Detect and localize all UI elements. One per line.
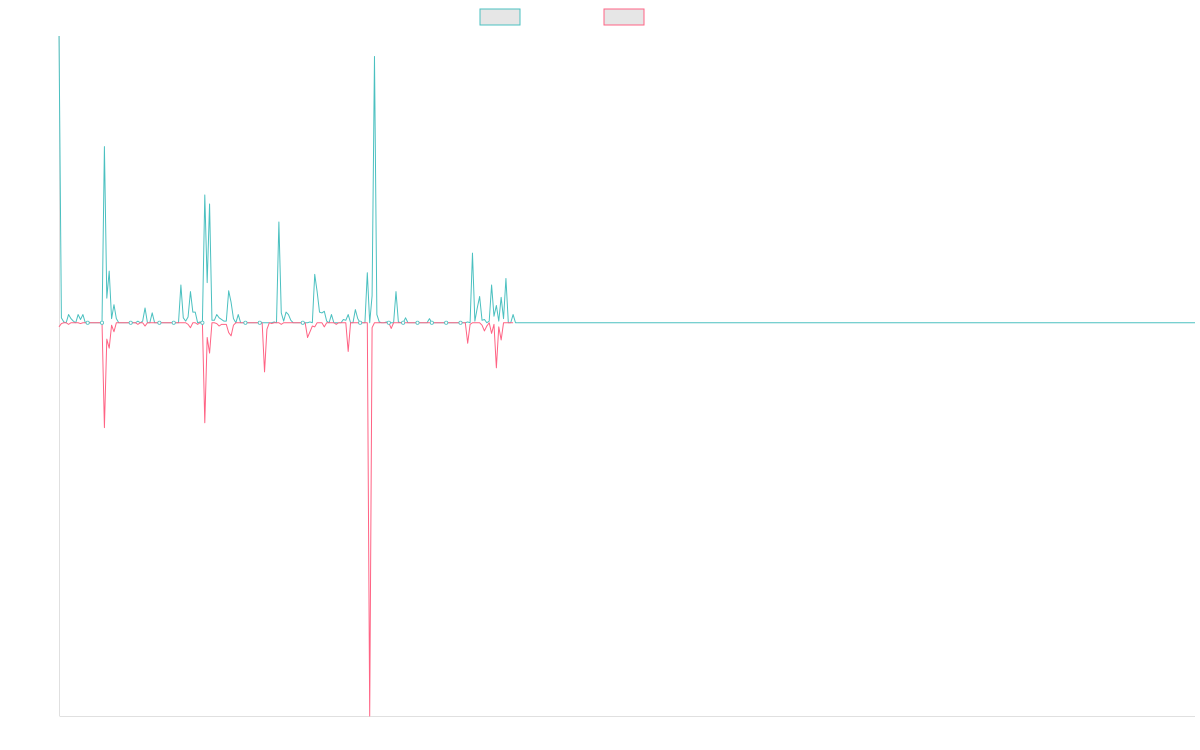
series-2-line bbox=[58, 322, 514, 717]
series-1-point bbox=[429, 320, 434, 325]
series-1-point bbox=[386, 320, 391, 325]
legend-swatch-series-1[interactable] bbox=[479, 8, 521, 26]
series-1-point bbox=[171, 320, 176, 325]
series-1-point bbox=[358, 320, 363, 325]
series-1-point bbox=[458, 320, 463, 325]
series-1-point bbox=[401, 320, 406, 325]
series-1-point bbox=[444, 320, 449, 325]
axes bbox=[59, 36, 1195, 717]
series-1-point bbox=[243, 320, 248, 325]
series-1-point bbox=[157, 320, 162, 325]
series-1-point bbox=[100, 320, 105, 325]
series-1-point bbox=[128, 320, 133, 325]
legend-swatch-series-2[interactable] bbox=[603, 8, 645, 26]
series-1-point bbox=[85, 320, 90, 325]
series-1-point bbox=[257, 320, 262, 325]
plot-area bbox=[58, 35, 1195, 717]
series-1-line bbox=[58, 35, 518, 324]
legend[interactable] bbox=[479, 8, 645, 26]
series-1-point bbox=[200, 320, 205, 325]
series-1-point bbox=[300, 320, 305, 325]
series-1-point bbox=[415, 320, 420, 325]
